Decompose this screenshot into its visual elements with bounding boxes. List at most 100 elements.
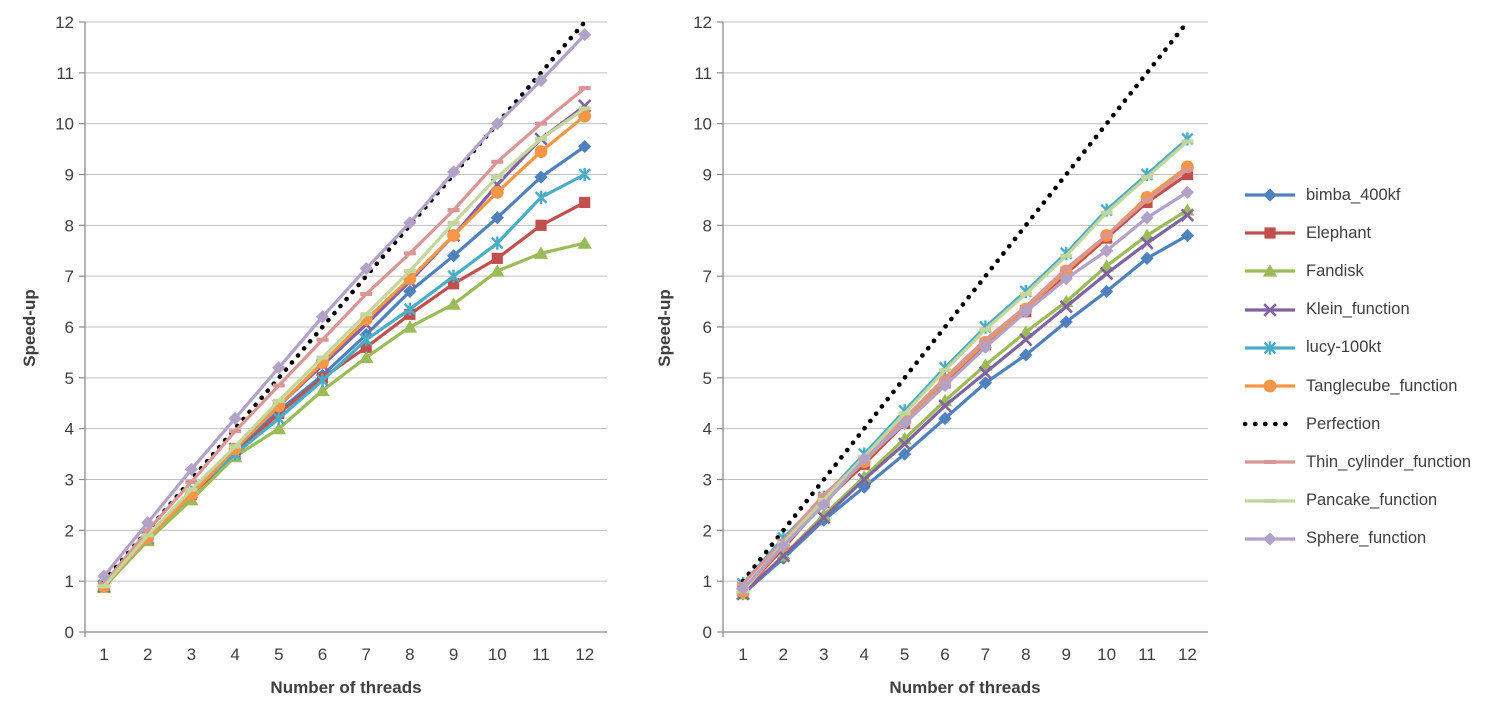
- y-axis-tick-label: 12: [693, 13, 712, 32]
- legend-item-bimba-400kf: bimba_400kf: [1243, 176, 1471, 214]
- x-axis-tick-label: 5: [274, 645, 283, 664]
- series-perfection: [740, 19, 1190, 584]
- series-sphere-function: [736, 185, 1194, 596]
- axes: [722, 22, 1208, 637]
- legend-label-lucy-100kt: lucy-100kt: [1306, 338, 1382, 357]
- y-axis-tick-label: 4: [65, 420, 74, 439]
- x-axis-tick-label: 1: [99, 645, 108, 664]
- legend-label-bimba-400kf: bimba_400kf: [1306, 185, 1401, 204]
- y-axis-tick-label: 7: [65, 267, 74, 286]
- axes: [84, 22, 607, 637]
- x-axis-tick-label: 5: [900, 645, 909, 664]
- right-speedup-chart: 0 1 2 3 4 5 6 7 8 9 10 11 12 1 2 3 4 5 6 7 8 9 10 11 12 Speed-up…: [645, 0, 1230, 710]
- y-axis-tick-label: 3: [65, 471, 74, 490]
- y-axis-tick-label: 11: [694, 64, 712, 83]
- legend-marker-sphere-function: [1245, 532, 1295, 546]
- legend-label-thin-cylinder-function: Thin_cylinder_function: [1306, 452, 1472, 471]
- series-klein-function: [736, 208, 1195, 601]
- right-x-axis-title: Number of threads: [889, 678, 1041, 697]
- x-axis-tick-label: 4: [859, 645, 868, 664]
- y-axis-tick-label: 5: [65, 369, 74, 388]
- x-axis-tick-label: 11: [1138, 645, 1156, 664]
- x-axis-tick-label: 7: [361, 645, 370, 664]
- left-speedup-chart: 0 1 2 3 4 5 6 7 8 9 10 11 12 1 2 3 4 5 6 7 8 9 10 11 12 Speed-up…: [0, 0, 660, 710]
- series-sphere-function: [97, 28, 592, 583]
- y-axis-tick-label: 2: [65, 521, 74, 540]
- y-axis-tick-label: 11: [56, 64, 74, 83]
- x-axis-ticks: 1 2 3 4 5 6 7 8 9 10 11 12: [99, 645, 594, 664]
- x-axis-tick-label: 9: [1061, 645, 1070, 664]
- x-axis-tick-label: 4: [230, 645, 239, 664]
- y-axis-tick-label: 6: [65, 318, 74, 337]
- y-axis-tick-label: 9: [65, 166, 74, 185]
- legend-marker-perfection: [1243, 421, 1297, 427]
- legend-marker-bimba-400kf: [1245, 188, 1295, 202]
- legend-item-klein-function: Klein_function: [1243, 291, 1471, 329]
- series-elephant: [98, 196, 591, 592]
- y-axis-tick-label: 3: [703, 471, 712, 490]
- series-fandisk: [96, 236, 592, 593]
- x-axis-tick-label: 2: [143, 645, 152, 664]
- y-axis-tick-label: 7: [703, 267, 712, 286]
- x-axis-tick-label: 12: [575, 645, 594, 664]
- y-axis-tick-label: 4: [703, 420, 712, 439]
- y-axis-tick-label: 8: [65, 216, 74, 235]
- legend-marker-fandisk: [1245, 264, 1295, 278]
- legend-item-sphere-function: Sphere_function: [1243, 520, 1471, 558]
- x-axis-tick-label: 8: [1021, 645, 1030, 664]
- legend-marker-pancake-function: [1245, 498, 1295, 503]
- right-y-axis-title: Speed-up: [655, 289, 674, 367]
- legend-marker-lucy-100kt: [1245, 341, 1295, 355]
- x-axis-tick-label: 7: [981, 645, 990, 664]
- y-axis-tick-label: 5: [703, 369, 712, 388]
- y-axis-tick-label: 10: [55, 115, 74, 134]
- y-axis-tick-label: 10: [693, 115, 712, 134]
- x-axis-tick-label: 9: [449, 645, 458, 664]
- legend-item-thin-cylinder-function: Thin_cylinder_function: [1243, 443, 1471, 481]
- x-axis-tick-label: 12: [1178, 645, 1197, 664]
- legend-label-sphere-function: Sphere_function: [1306, 529, 1427, 548]
- y-axis-tick-label: 1: [65, 572, 74, 591]
- legend-item-fandisk: Fandisk: [1243, 252, 1471, 290]
- gridlines: [85, 21, 607, 582]
- chart-legend: bimba_400kf Elephant Fandisk Klein_function…: [1243, 176, 1471, 558]
- series-bimba-400kf: [97, 139, 592, 593]
- y-axis-tick-label: 2: [703, 521, 712, 540]
- series-bimba-400kf: [736, 228, 1194, 601]
- legend-item-tanglecube-function: Tanglecube_function: [1243, 367, 1471, 405]
- y-axis-tick-label: 0: [65, 623, 74, 642]
- legend-label-pancake-function: Pancake_function: [1306, 491, 1438, 510]
- legend-label-elephant: Elephant: [1306, 223, 1372, 242]
- x-axis-tick-label: 2: [779, 645, 788, 664]
- series-thin-cylinder-function: [98, 86, 591, 586]
- x-axis-tick-label: 6: [940, 645, 949, 664]
- y-axis-tick-label: 12: [55, 13, 74, 32]
- series-lucy-100kt: [97, 167, 591, 592]
- legend-item-elephant: Elephant: [1243, 214, 1471, 252]
- x-axis-tick-label: 3: [819, 645, 828, 664]
- legend-marker-klein-function: [1245, 302, 1295, 317]
- y-axis-tick-label: 0: [703, 623, 712, 642]
- legend-item-pancake-function: Pancake_function: [1243, 482, 1471, 520]
- legend-label-fandisk: Fandisk: [1306, 261, 1364, 280]
- left-y-axis-title: Speed-up: [20, 289, 39, 367]
- legend-marker-thin-cylinder-function: [1245, 460, 1295, 465]
- legend-label-klein-function: Klein_function: [1306, 300, 1410, 319]
- left-x-axis-title: Number of threads: [270, 678, 422, 697]
- y-axis-tick-label: 9: [703, 166, 712, 185]
- legend-item-perfection: Perfection: [1243, 405, 1471, 443]
- y-axis-tick-label: 1: [703, 572, 712, 591]
- x-axis-tick-label: 10: [488, 645, 507, 664]
- legend-marker-tanglecube-function: [1245, 379, 1295, 393]
- legend-label-perfection: Perfection: [1306, 414, 1381, 433]
- legend-label-tanglecube-function: Tanglecube_function: [1306, 376, 1458, 395]
- y-axis-tick-label: 8: [703, 216, 712, 235]
- x-axis-tick-label: 11: [532, 645, 550, 664]
- x-axis-tick-label: 3: [187, 645, 196, 664]
- legend-marker-elephant: [1245, 227, 1295, 239]
- x-axis-tick-label: 1: [738, 645, 747, 664]
